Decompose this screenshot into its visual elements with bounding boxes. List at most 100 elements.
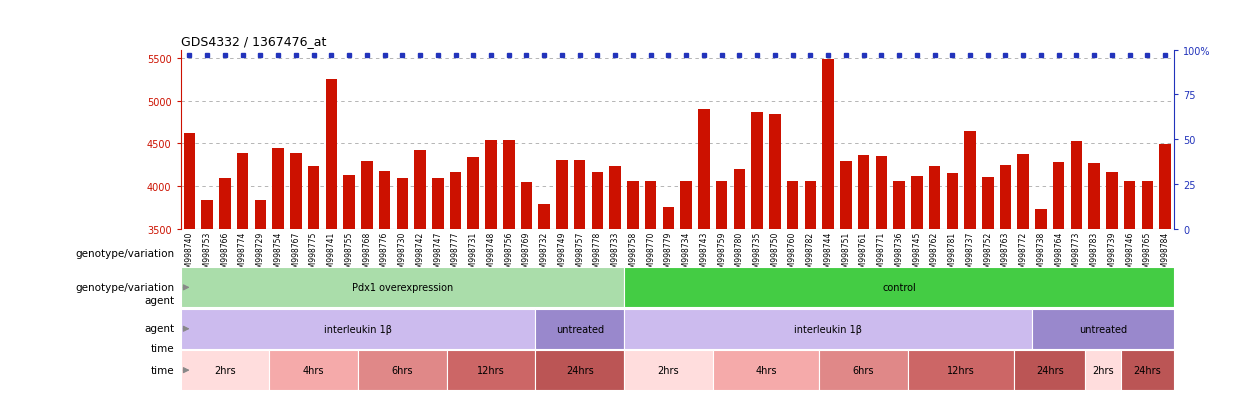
Text: genotype/variation: genotype/variation	[75, 282, 174, 292]
Text: 2hrs: 2hrs	[214, 365, 235, 375]
Bar	[503, 141, 514, 229]
Text: GSM998767: GSM998767	[291, 231, 300, 278]
Text: time: time	[151, 365, 174, 375]
Text: 12hrs: 12hrs	[947, 365, 975, 375]
Text: agent: agent	[144, 295, 174, 306]
Text: GSM998734: GSM998734	[682, 231, 691, 278]
Bar	[1086, 350, 1121, 390]
Text: GSM998731: GSM998731	[469, 231, 478, 277]
Bar	[1000, 165, 1011, 229]
Text: GSM998736: GSM998736	[895, 231, 904, 278]
Text: GSM998769: GSM998769	[522, 231, 530, 278]
Bar	[449, 172, 462, 229]
Bar	[627, 182, 639, 229]
Text: GSM998760: GSM998760	[788, 231, 797, 278]
Bar	[1032, 309, 1174, 349]
Bar	[396, 178, 408, 229]
Text: GSM998771: GSM998771	[876, 231, 885, 277]
Text: GSM998772: GSM998772	[1018, 231, 1027, 277]
Text: GSM998740: GSM998740	[186, 231, 194, 278]
Bar	[840, 162, 852, 229]
Text: agent: agent	[144, 323, 174, 333]
Bar	[378, 171, 391, 229]
Bar	[181, 268, 624, 308]
Bar	[712, 350, 819, 390]
Bar	[822, 60, 834, 229]
Bar	[1088, 164, 1101, 229]
Text: 6hrs: 6hrs	[391, 365, 413, 375]
Bar	[1017, 154, 1030, 229]
Bar	[733, 170, 746, 229]
Bar	[269, 350, 357, 390]
Bar	[751, 113, 763, 229]
Bar	[1035, 210, 1047, 229]
Bar	[893, 182, 905, 229]
Bar	[624, 309, 1032, 349]
Bar	[1124, 182, 1135, 229]
Text: GSM998765: GSM998765	[1143, 231, 1152, 278]
Text: 4hrs: 4hrs	[303, 365, 325, 375]
Bar	[308, 166, 320, 229]
Text: GSM998743: GSM998743	[700, 231, 708, 278]
Bar	[447, 350, 535, 390]
Text: GSM998775: GSM998775	[309, 231, 317, 278]
Bar	[202, 200, 213, 229]
Bar	[219, 178, 230, 229]
Bar	[237, 153, 249, 229]
Bar	[908, 350, 1015, 390]
Text: 4hrs: 4hrs	[756, 365, 777, 375]
Bar	[181, 350, 269, 390]
Bar	[1106, 173, 1118, 229]
Text: GSM998762: GSM998762	[930, 231, 939, 277]
Text: genotype/variation: genotype/variation	[75, 248, 174, 258]
Bar	[662, 207, 675, 229]
Bar	[290, 153, 301, 229]
Text: GSM998732: GSM998732	[540, 231, 549, 277]
Text: GSM998757: GSM998757	[575, 231, 584, 278]
Bar	[1142, 182, 1153, 229]
Bar	[574, 161, 585, 229]
Bar	[520, 183, 533, 229]
Bar	[325, 79, 337, 229]
Text: GSM998776: GSM998776	[380, 231, 388, 278]
Text: GSM998735: GSM998735	[753, 231, 762, 278]
Text: GSM998752: GSM998752	[984, 231, 992, 277]
Text: GSM998753: GSM998753	[203, 231, 212, 278]
Bar	[1015, 350, 1086, 390]
Bar	[1053, 163, 1064, 229]
Text: GDS4332 / 1367476_at: GDS4332 / 1367476_at	[181, 35, 326, 48]
Bar	[911, 176, 923, 229]
Bar	[964, 132, 976, 229]
Bar	[1071, 142, 1082, 229]
Bar	[716, 182, 727, 229]
Text: 6hrs: 6hrs	[853, 365, 874, 375]
Text: GSM998758: GSM998758	[629, 231, 637, 277]
Text: 24hrs: 24hrs	[565, 365, 594, 375]
Text: GSM998756: GSM998756	[504, 231, 513, 278]
Text: GSM998755: GSM998755	[345, 231, 354, 278]
Text: GSM998774: GSM998774	[238, 231, 247, 278]
Bar	[929, 167, 940, 229]
Text: GSM998739: GSM998739	[1108, 231, 1117, 278]
Text: GSM998745: GSM998745	[913, 231, 921, 278]
Bar	[645, 182, 656, 229]
Text: 24hrs: 24hrs	[1036, 365, 1063, 375]
Bar	[858, 155, 869, 229]
Text: GSM998780: GSM998780	[735, 231, 743, 277]
Bar	[273, 148, 284, 229]
Text: GSM998749: GSM998749	[558, 231, 566, 278]
Bar	[680, 182, 692, 229]
Bar	[254, 200, 266, 229]
Text: GSM998759: GSM998759	[717, 231, 726, 278]
Text: GSM998782: GSM998782	[806, 231, 814, 277]
Bar	[486, 141, 497, 229]
Text: 2hrs: 2hrs	[1092, 365, 1114, 375]
Bar	[183, 134, 195, 229]
Bar	[624, 350, 712, 390]
Text: GSM998746: GSM998746	[1125, 231, 1134, 278]
Bar	[698, 110, 710, 229]
Bar	[624, 268, 1174, 308]
Bar	[467, 158, 479, 229]
Bar	[819, 350, 908, 390]
Bar	[361, 162, 372, 229]
